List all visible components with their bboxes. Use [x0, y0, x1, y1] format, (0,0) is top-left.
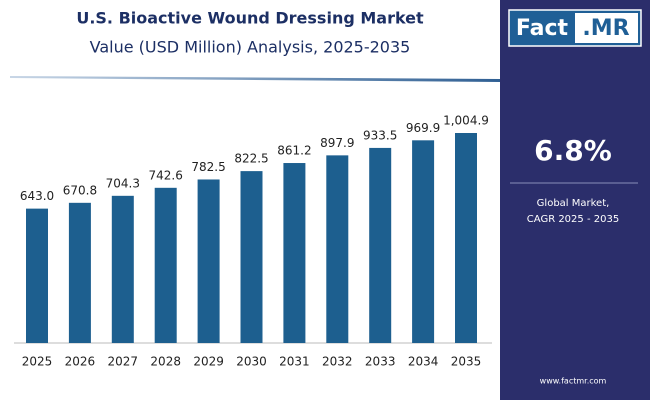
bar: [326, 155, 349, 343]
bar: [455, 133, 477, 343]
value-label: 822.5: [234, 152, 268, 166]
value-label: 782.5: [191, 160, 225, 174]
x-tick-label: 2026: [65, 355, 96, 369]
logo-right: .MR: [582, 16, 629, 41]
bar: [111, 195, 134, 343]
bar: [240, 171, 263, 343]
logo-left: Fact: [516, 16, 569, 41]
x-tick-label: 2032: [322, 355, 353, 369]
x-tick-label: 2035: [451, 355, 482, 369]
value-label: 969.9: [406, 121, 440, 135]
chart-subtitle: Value (USD Million) Analysis, 2025-2035: [90, 38, 411, 57]
logo-highlight: [575, 13, 638, 43]
bar: [283, 163, 306, 343]
value-label: 861.2: [277, 144, 311, 158]
x-tick-label: 2025: [22, 355, 53, 369]
x-tick-label: 2028: [150, 355, 181, 369]
x-tick-label: 2030: [236, 355, 267, 369]
cagr-caption: Global Market,: [537, 198, 610, 209]
value-label: 643.0: [20, 189, 54, 203]
x-tick-label: 2031: [279, 355, 310, 369]
value-label: 1,004.9: [443, 114, 489, 128]
cagr-caption: CAGR 2025 - 2035: [527, 214, 619, 225]
website: www.factmr.com: [540, 377, 607, 386]
value-label: 704.3: [106, 176, 140, 190]
bar: [412, 140, 435, 343]
value-label: 897.9: [320, 136, 354, 150]
title-rule: [10, 76, 500, 82]
bar: [26, 208, 48, 343]
value-label: 933.5: [363, 128, 397, 142]
bar: [369, 147, 392, 343]
bar: [68, 202, 91, 343]
x-tick-label: 2033: [365, 355, 396, 369]
value-label: 742.6: [149, 168, 183, 182]
value-label: 670.8: [63, 183, 97, 197]
x-tick-label: 2034: [408, 355, 439, 369]
x-tick-label: 2029: [193, 355, 224, 369]
bar: [197, 179, 220, 343]
cagr-value: 6.8%: [534, 134, 612, 167]
side-panel: [500, 0, 650, 400]
chart-title: U.S. Bioactive Wound Dressing Market: [76, 9, 424, 28]
x-tick-label: 2027: [108, 355, 139, 369]
bar: [154, 187, 177, 343]
